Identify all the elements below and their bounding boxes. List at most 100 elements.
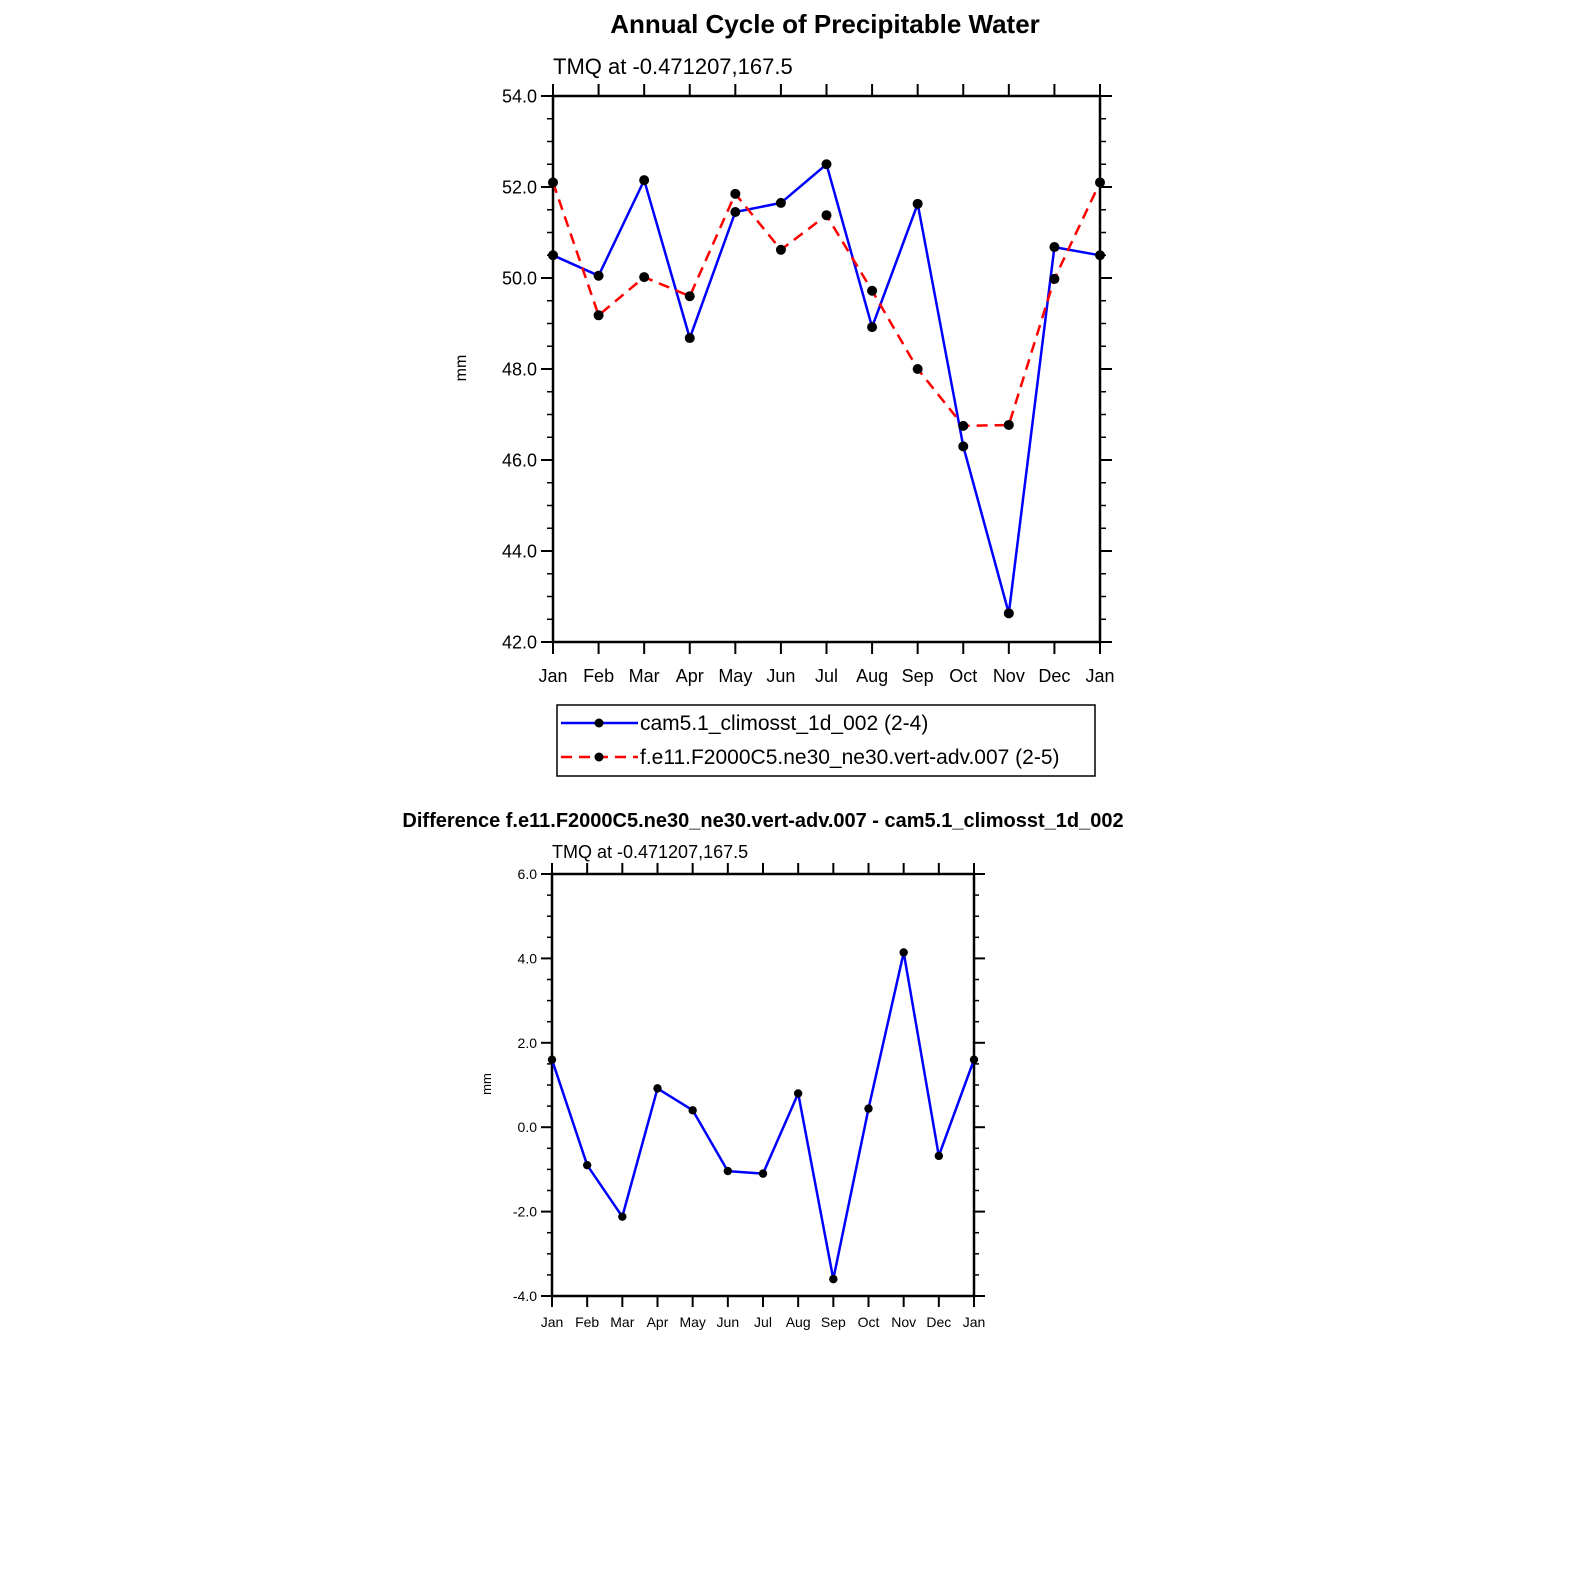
- difference-y-tick-label: 4.0: [518, 950, 538, 966]
- y-tick-label: 44.0: [502, 541, 537, 561]
- difference-x-tick-label: Aug: [786, 1314, 811, 1330]
- chart-title: Annual Cycle of Precipitable Water: [610, 9, 1040, 39]
- x-tick-label: Jan: [1085, 666, 1114, 686]
- x-tick-label: Oct: [949, 666, 977, 686]
- difference-y-axis-label: mm: [479, 1073, 494, 1095]
- series-2-point: [593, 310, 604, 321]
- x-tick-label: Jan: [538, 666, 567, 686]
- difference-x-tick-label: Nov: [891, 1314, 916, 1330]
- series-2-point: [821, 210, 832, 221]
- difference-chart-subtitle: TMQ at -0.471207,167.5: [552, 842, 748, 862]
- series-2-point: [1049, 273, 1060, 284]
- series-1-point: [1095, 250, 1105, 261]
- difference-series-1-point: [688, 1106, 697, 1115]
- difference-series-1-point: [864, 1104, 873, 1113]
- x-tick-label: Sep: [902, 666, 934, 686]
- legend-marker-series-2: [594, 752, 604, 762]
- difference-series-1-point: [653, 1084, 662, 1093]
- series-1-point: [730, 207, 741, 218]
- difference-x-tick-label: Oct: [858, 1314, 880, 1330]
- series-2-point: [867, 285, 878, 296]
- difference-chart-title: Difference f.e11.F2000C5.ne30_ne30.vert-…: [402, 810, 1123, 832]
- series-line-1: [552, 163, 1101, 615]
- difference-chart: Difference f.e11.F2000C5.ne30_ne30.vert-…: [402, 810, 1123, 1330]
- difference-series-1-point: [934, 1151, 944, 1161]
- series-2-point: [775, 244, 786, 255]
- series-2-point: [639, 272, 650, 283]
- x-tick-label: Feb: [583, 666, 614, 686]
- difference-y-tick-label: 0.0: [518, 1119, 538, 1135]
- series-2-point: [1095, 177, 1105, 188]
- series-1-point: [593, 270, 604, 281]
- difference-x-tick-label: Jan: [541, 1314, 564, 1330]
- y-tick-label: 46.0: [502, 450, 537, 470]
- legend: cam5.1_climosst_1d_002 (2-4) f.e11.F2000…: [556, 704, 1096, 777]
- difference-series-1-point: [829, 1274, 838, 1284]
- difference-y-tick-label: -2.0: [513, 1204, 537, 1220]
- difference-x-tick-label: Dec: [926, 1314, 951, 1330]
- series-1-point: [867, 322, 878, 333]
- difference-x-tick-label: Jul: [754, 1314, 772, 1330]
- difference-x-tick-label: Feb: [575, 1314, 599, 1330]
- y-axis-label: mm: [453, 355, 470, 382]
- difference-plot-area: -4.0 -2.0 0.0 2.0 4.0 6.0 Jan Feb Mar Apr May Jun Ju…: [513, 863, 985, 1330]
- y-tick-label: 42.0: [502, 632, 537, 652]
- series-2-point: [730, 188, 741, 199]
- series-2-point: [958, 420, 969, 431]
- y-tick-label: 50.0: [502, 268, 537, 288]
- difference-x-tick-label: Jun: [717, 1314, 740, 1330]
- x-tick-label: Nov: [993, 666, 1025, 686]
- legend-label-series-2: f.e11.F2000C5.ne30_ne30.vert-adv.007 (2-…: [640, 746, 1060, 769]
- difference-plot-frame: [550, 872, 976, 1298]
- difference-x-tick-label: Sep: [821, 1314, 846, 1330]
- difference-x-tick-label: Apr: [647, 1314, 669, 1330]
- difference-series-1-point: [582, 1160, 592, 1170]
- x-tick-label: Jul: [815, 666, 838, 686]
- plot-frame: [551, 94, 1102, 644]
- legend-marker-series-1: [594, 718, 604, 728]
- difference-series-line-1: [550, 951, 976, 1281]
- series-1-point: [548, 250, 558, 261]
- difference-y-tick-label: -4.0: [513, 1288, 537, 1304]
- series-2-point: [684, 291, 695, 302]
- series-1-point: [1049, 242, 1060, 253]
- series-1-point: [912, 198, 923, 209]
- series-1-point: [958, 441, 969, 452]
- series-1-point: [684, 333, 695, 344]
- series-1-point: [821, 159, 832, 170]
- difference-series-1-point: [899, 948, 908, 957]
- y-tick-label: 52.0: [502, 177, 537, 197]
- series-1-point: [775, 197, 786, 208]
- x-tick-label: May: [718, 666, 752, 686]
- series-2-point: [912, 364, 923, 374]
- difference-series-1-point: [547, 1055, 557, 1064]
- difference-y-tick-label: 6.0: [518, 866, 538, 882]
- difference-x-tick-label: Jan: [963, 1314, 986, 1330]
- legend-box: [556, 704, 1096, 777]
- legend-label-series-1: cam5.1_climosst_1d_002 (2-4): [640, 712, 928, 735]
- x-tick-label: Mar: [629, 666, 660, 686]
- plot-area: 42.0 44.0 46.0 48.0 50.0 52.0 54.0 Jan Feb Mar Apr…: [502, 84, 1115, 686]
- chart-subtitle: TMQ at -0.471207,167.5: [553, 54, 793, 79]
- difference-series-1-point: [793, 1089, 803, 1098]
- difference-x-tick-label: May: [679, 1314, 705, 1330]
- difference-series-1-point: [969, 1055, 979, 1064]
- series-1-point: [639, 175, 650, 186]
- difference-series-1-point: [618, 1212, 627, 1221]
- difference-series-1-point: [758, 1169, 768, 1178]
- legend-entry-series-1: cam5.1_climosst_1d_002 (2-4): [561, 712, 928, 735]
- precipitable-water-chart: Annual Cycle of Precipitable Water TMQ a…: [453, 9, 1115, 777]
- series-1-point: [1003, 608, 1014, 619]
- x-tick-label: Dec: [1038, 666, 1070, 686]
- difference-series-1-point: [723, 1166, 733, 1176]
- y-tick-label: 54.0: [502, 86, 537, 106]
- difference-y-tick-label: 2.0: [518, 1035, 538, 1051]
- legend-entry-series-2: f.e11.F2000C5.ne30_ne30.vert-adv.007 (2-…: [561, 746, 1060, 769]
- x-tick-label: Jun: [766, 666, 795, 686]
- y-tick-label: 48.0: [502, 359, 537, 379]
- x-tick-label: Apr: [676, 666, 704, 686]
- x-tick-label: Aug: [856, 666, 888, 686]
- difference-x-tick-label: Mar: [610, 1314, 634, 1330]
- series-2-point: [548, 177, 558, 188]
